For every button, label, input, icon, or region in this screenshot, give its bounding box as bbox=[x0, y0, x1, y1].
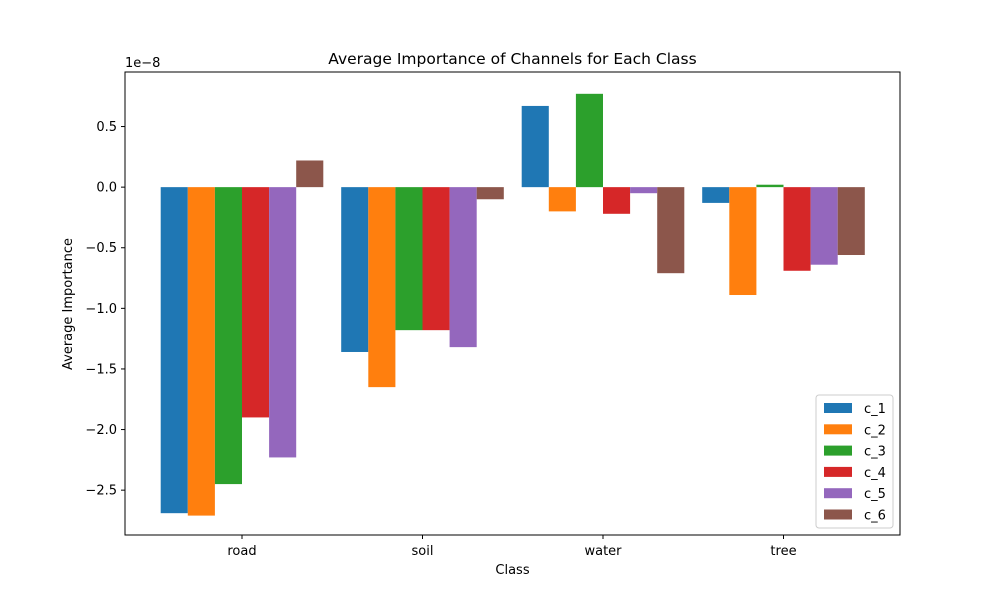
y-tick-label: −1.5 bbox=[85, 362, 117, 377]
bar-c-1-road bbox=[160, 187, 188, 514]
x-tick-label-water: water bbox=[584, 544, 622, 559]
y-axis-title: Average Importance bbox=[61, 238, 76, 370]
legend-label-c-4: c_4 bbox=[864, 466, 886, 481]
bar-c-1-tree bbox=[702, 187, 730, 203]
bar-c-5-tree bbox=[810, 187, 838, 265]
y-tick-label: 0.5 bbox=[96, 120, 117, 135]
x-axis-title: Class bbox=[495, 563, 529, 578]
bar-c-6-soil bbox=[476, 187, 504, 200]
legend-swatch-c-4 bbox=[824, 466, 852, 477]
bar-c-6-road bbox=[296, 160, 324, 188]
bar-c-5-water bbox=[630, 187, 658, 194]
bar-c-2-road bbox=[187, 187, 215, 516]
legend-swatch-c-6 bbox=[824, 509, 852, 520]
bar-c-4-tree bbox=[783, 187, 811, 271]
bars-group bbox=[160, 93, 865, 516]
bar-c-2-tree bbox=[729, 187, 757, 296]
x-tick-label-soil: soil bbox=[412, 544, 434, 559]
y-tick-label: −0.5 bbox=[85, 241, 117, 256]
y-tick-label: −2.5 bbox=[85, 484, 117, 499]
bar-c-2-water bbox=[548, 187, 576, 212]
bar-c-2-soil bbox=[368, 187, 396, 388]
y-tick-label: −1.0 bbox=[85, 302, 117, 317]
legend-label-c-5: c_5 bbox=[864, 487, 886, 502]
bar-c-4-water bbox=[603, 187, 631, 214]
bar-c-1-soil bbox=[341, 187, 369, 352]
chart-title: Average Importance of Channels for Each … bbox=[328, 50, 696, 68]
plot-frame bbox=[124, 71, 901, 536]
legend-swatch-c-3 bbox=[824, 445, 852, 456]
x-ticks-group: road soil water tree bbox=[227, 535, 797, 559]
bar-c-6-water bbox=[657, 187, 685, 274]
bar-c-3-water bbox=[575, 93, 603, 188]
y-ticks-group: 0.5 0.0 −0.5 −1.0 −1.5 −2.0 −2.5 bbox=[85, 120, 125, 499]
bar-c-4-soil bbox=[422, 187, 450, 331]
bar-c-5-road bbox=[269, 187, 297, 458]
legend-label-c-6: c_6 bbox=[864, 509, 886, 524]
x-tick-label-road: road bbox=[227, 544, 256, 559]
bar-c-3-tree bbox=[756, 184, 784, 188]
legend-swatch-c-1 bbox=[824, 403, 852, 413]
y-tick-label: −2.0 bbox=[85, 423, 117, 438]
bar-c-4-road bbox=[242, 187, 270, 418]
legend-label-c-2: c_2 bbox=[864, 423, 886, 438]
bar-c-3-road bbox=[214, 187, 242, 485]
legend-swatch-c-2 bbox=[824, 424, 852, 435]
bar-c-3-soil bbox=[395, 187, 423, 331]
bar-c-6-tree bbox=[837, 187, 865, 256]
legend-label-c-1: c_1 bbox=[864, 402, 886, 417]
x-tick-label-tree: tree bbox=[770, 544, 796, 559]
legend: c_1 c_2 c_3 c_4 c_5 c_6 bbox=[815, 394, 894, 529]
bar-c-5-soil bbox=[449, 187, 477, 348]
legend-swatch-c-5 bbox=[824, 488, 852, 499]
y-scale-label: 1e−8 bbox=[125, 56, 160, 71]
bar-c-1-water bbox=[521, 105, 549, 188]
y-tick-label: 0.0 bbox=[96, 181, 117, 196]
legend-label-c-3: c_3 bbox=[864, 445, 886, 460]
